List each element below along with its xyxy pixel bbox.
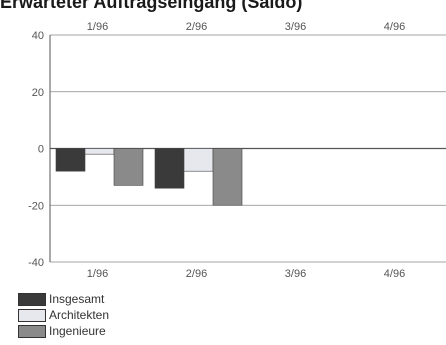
y-tick-label: 0 [38, 144, 44, 156]
legend-item: Insgesamt [18, 291, 109, 307]
legend: Insgesamt Architekten Ingenieure [18, 291, 109, 339]
y-tick-label: 40 [32, 30, 44, 42]
legend-label: Architekten [49, 308, 110, 322]
legend-swatch [18, 324, 46, 338]
axis-layer: 40 20 0 -20 -40 1/96 1/96 2/96 2/96 3/96 3/96 4/96 4… [28, 21, 405, 280]
x-tick-label: 1/96 [87, 268, 108, 280]
bar [212, 148, 243, 206]
legend-item: Ingenieure [18, 323, 109, 339]
y-tick-label: 20 [32, 87, 44, 99]
legend-swatch [18, 292, 46, 306]
x-tick-label: 3/96 [285, 268, 306, 280]
bar [84, 148, 115, 155]
legend-label: Insgesamt [49, 292, 105, 306]
bar [154, 148, 185, 189]
legend-swatch [18, 308, 46, 322]
y-tick-label: -20 [28, 200, 44, 212]
bar [183, 148, 214, 172]
bar [113, 148, 144, 186]
legend-item: Architekten [18, 307, 109, 323]
x-tick-label-top: 2/96 [186, 21, 207, 33]
x-tick-label: 2/96 [186, 268, 207, 280]
x-tick-label-top: 3/96 [285, 21, 306, 33]
legend-label: Ingenieure [49, 324, 106, 338]
x-tick-label: 4/96 [384, 268, 405, 280]
bars-layer [55, 148, 243, 206]
x-tick-label-top: 4/96 [384, 21, 405, 33]
y-tick-label: -40 [28, 257, 44, 269]
x-tick-label-top: 1/96 [87, 21, 108, 33]
chart-title: Erwarteter Auftragseingang (Saldo) [0, 0, 303, 12]
bar [55, 148, 86, 172]
